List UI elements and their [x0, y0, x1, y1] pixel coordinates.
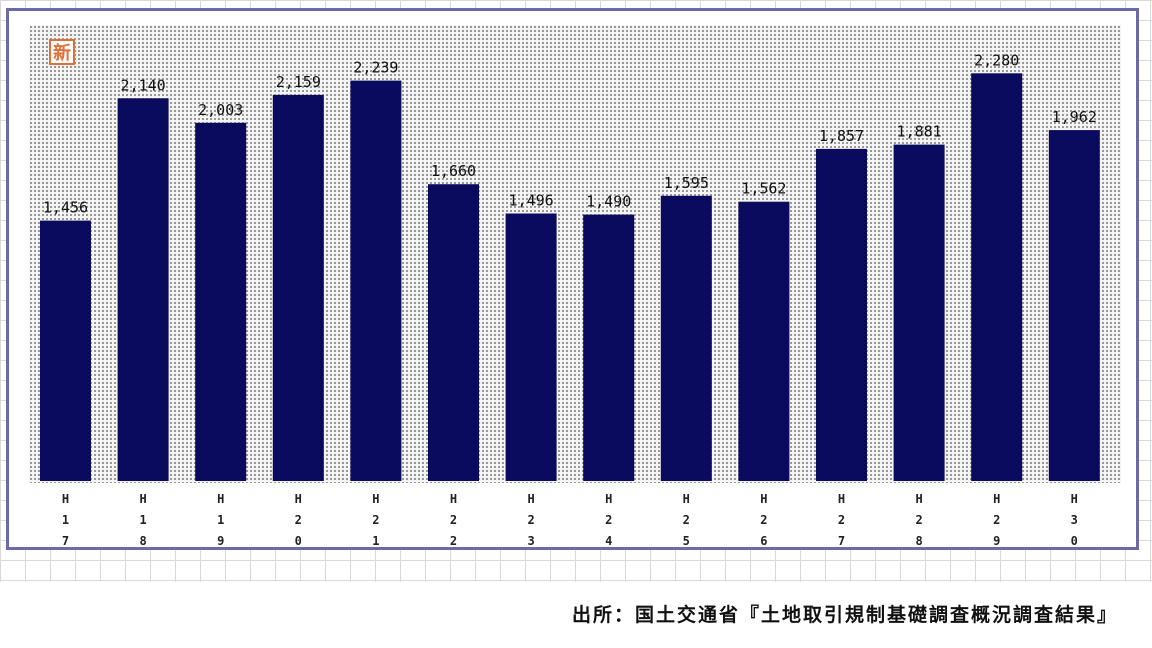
- chart-frame: 新 1,456 H 1 7 2,140 H 1 8 2,003 H 1 9 2,159 H 2 0 2,239 H…: [6, 8, 1139, 550]
- bar-H26: [738, 201, 790, 481]
- bar-H29: [971, 73, 1023, 482]
- value-label-H23: 1,496: [509, 192, 554, 210]
- bar-H17: [40, 220, 91, 481]
- value-label-H29: 2,280: [974, 51, 1019, 69]
- bar-H30: [1048, 130, 1100, 481]
- bar-H19: [195, 122, 247, 482]
- value-label-H24: 1,490: [586, 193, 631, 211]
- new-badge: 新: [49, 39, 75, 65]
- bar-H21: [350, 80, 402, 481]
- value-label-H30: 1,962: [1052, 108, 1097, 126]
- value-label-H28: 1,881: [897, 123, 942, 141]
- value-label-H21: 2,239: [353, 59, 398, 77]
- footer: [0, 582, 1152, 648]
- value-label-H20: 2,159: [276, 73, 321, 91]
- value-label-H25: 1,595: [664, 174, 709, 192]
- value-label-H18: 2,140: [121, 76, 166, 94]
- bar-H23: [505, 213, 557, 481]
- bar-H20: [272, 94, 324, 482]
- bar-H27: [816, 148, 867, 481]
- value-label-H17: 1,456: [43, 199, 88, 217]
- bar-H25: [660, 195, 712, 482]
- value-label-H19: 2,003: [198, 101, 243, 119]
- bar-H18: [117, 98, 169, 482]
- source-note: 出所：国土交通省『土地取引規制基礎調査概況調査結果』: [571, 604, 1118, 626]
- value-label-H22: 1,660: [431, 162, 476, 180]
- value-label-H27: 1,857: [819, 127, 864, 145]
- bar-H24: [583, 214, 635, 481]
- bar-H28: [893, 144, 945, 481]
- bar-chart: 1,456 H 1 7 2,140 H 1 8 2,003 H 1 9 2,159 H 2 0 2,239 H 2 1…: [40, 51, 1100, 547]
- bar-H22: [428, 184, 479, 481]
- value-label-H26: 1,562: [741, 180, 786, 198]
